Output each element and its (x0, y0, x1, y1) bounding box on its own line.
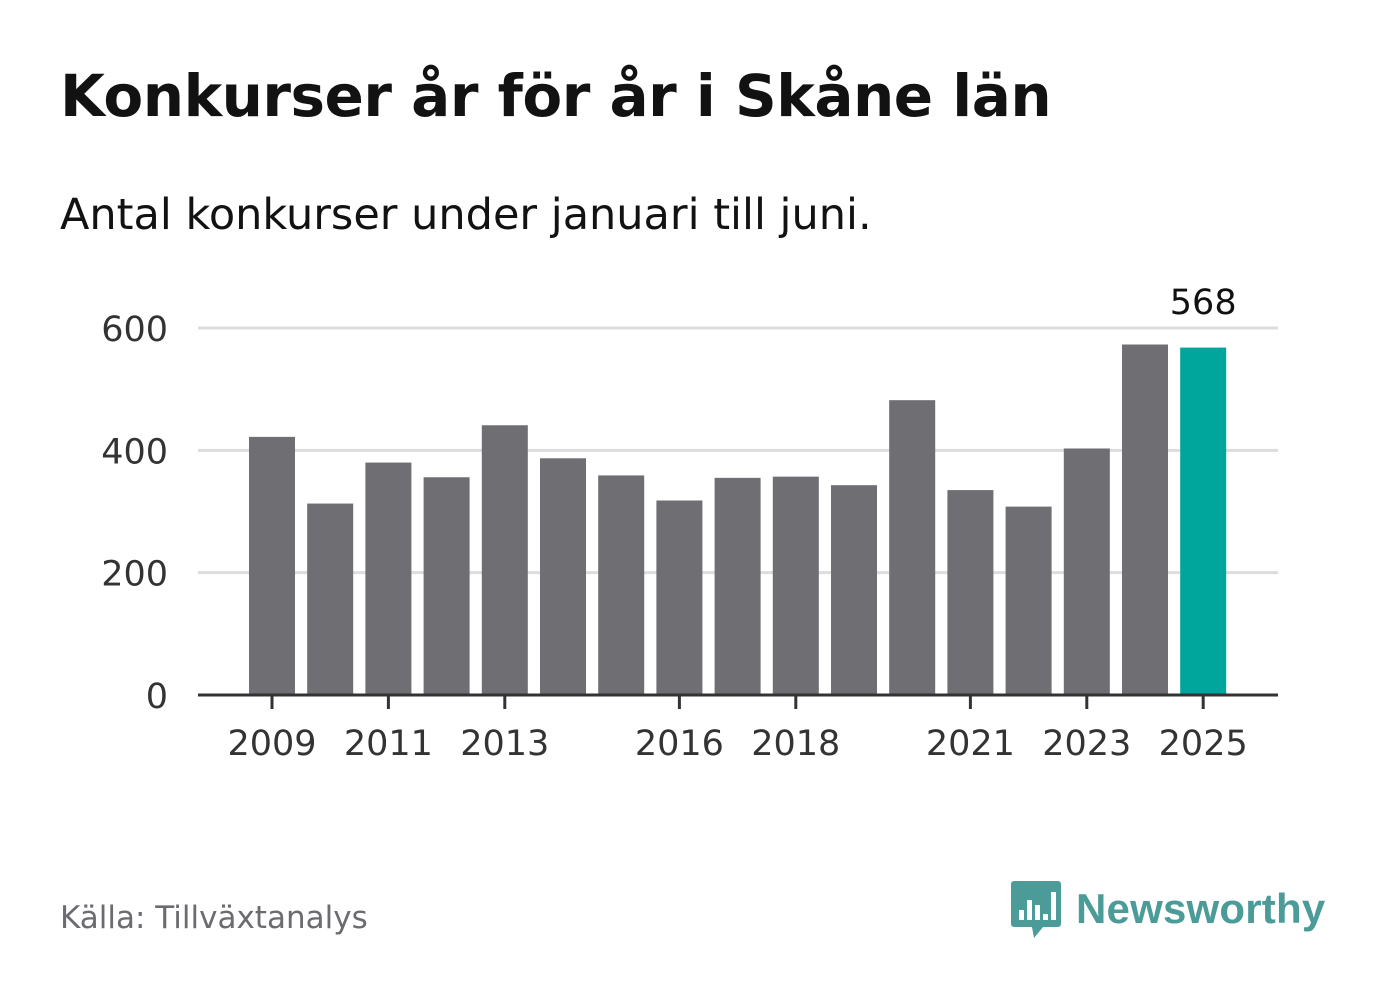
bar-2021 (947, 490, 994, 695)
x-tick-label: 2011 (344, 724, 433, 764)
x-tick-label: 2018 (751, 724, 840, 764)
bar-2019 (831, 485, 877, 695)
x-tick-label: 2009 (227, 724, 316, 764)
bar-2013 (481, 425, 528, 695)
y-tick-label: 0 (146, 677, 168, 717)
x-tick-label: 2021 (926, 724, 1015, 764)
x-tick-label: 2013 (460, 724, 549, 764)
x-tick-label: 2025 (1159, 724, 1248, 764)
y-tick-label: 400 (101, 432, 168, 472)
x-tick-label: 2023 (1042, 724, 1131, 764)
data-label: 568 (1170, 283, 1237, 323)
data-label-halo: 568 (1170, 283, 1237, 323)
source-note: Källa: Tillväxtanalys (60, 900, 368, 936)
bar-2011 (365, 462, 412, 695)
bar-2020 (889, 400, 936, 695)
chart-subtitle: Antal konkurser under januari till juni. (60, 190, 872, 240)
bar-2014 (540, 458, 586, 695)
bar-chart: 0 200 400 600 2009 2011 2013 2016 2018 2021 2023 20… (101, 283, 1278, 764)
bar-2012 (423, 477, 470, 695)
chart-title: Konkurser år för år i Skåne län (60, 62, 1052, 130)
bar-2022 (1005, 506, 1052, 695)
bar-2016 (656, 500, 703, 695)
brand-logo: Newsworthy (1010, 878, 1325, 940)
x-tick-label: 2016 (635, 724, 724, 764)
y-tick-label: 200 (101, 555, 168, 595)
brand-name: Newsworthy (1076, 885, 1326, 932)
y-tick-label: 600 (101, 310, 168, 350)
bar-chart-speech-bubble-icon (1011, 881, 1061, 938)
bar-2015 (598, 475, 645, 695)
bar-2018 (772, 476, 819, 695)
bar-2017 (714, 477, 761, 695)
bar-2024 (1122, 344, 1168, 695)
bar-2025 (1180, 347, 1227, 695)
bar-2009 (249, 436, 295, 695)
bar-2023 (1063, 448, 1110, 695)
bar-2010 (307, 503, 354, 695)
